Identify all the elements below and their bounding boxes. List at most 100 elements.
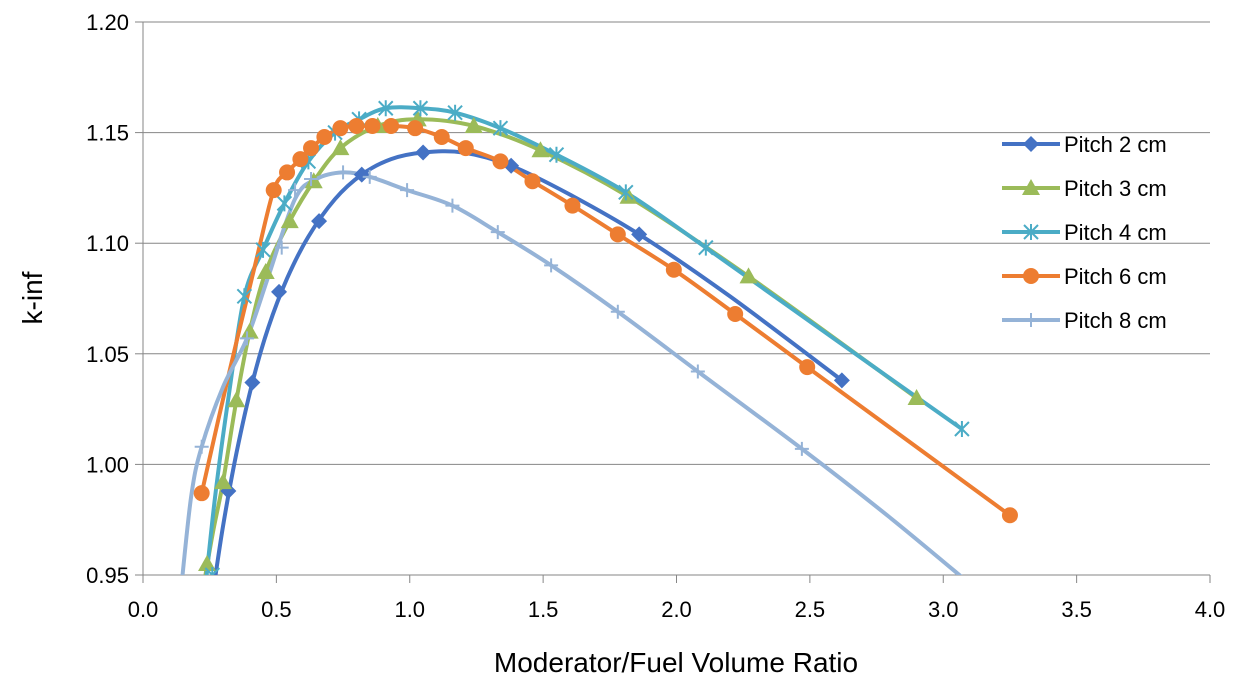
y-tick-label: 1.15 xyxy=(86,121,129,146)
x-tick-label: 0.5 xyxy=(261,597,292,622)
data-point-pitch-6-cm xyxy=(727,305,744,322)
data-point-pitch-8-cm xyxy=(690,364,705,379)
y-tick-label: 1.00 xyxy=(86,452,129,477)
data-point-pitch-3-cm xyxy=(464,116,483,133)
legend-marker-pitch-6-cm xyxy=(1023,268,1039,284)
data-point-pitch-8-cm xyxy=(794,441,809,456)
data-point-pitch-8-cm xyxy=(274,240,289,255)
data-point-pitch-8-cm xyxy=(490,225,505,240)
data-point-pitch-4-cm xyxy=(618,184,634,201)
data-point-pitch-3-cm xyxy=(256,262,275,279)
x-tick-label: 2.5 xyxy=(795,597,826,622)
legend-label-pitch-2-cm: Pitch 2 cm xyxy=(1064,132,1167,157)
data-point-pitch-6-cm xyxy=(265,182,282,199)
x-tick-label: 2.0 xyxy=(661,597,692,622)
data-point-pitch-3-cm xyxy=(214,473,233,490)
data-point-pitch-3-cm xyxy=(531,141,550,158)
data-point-pitch-6-cm xyxy=(433,129,450,146)
legend-marker-pitch-4-cm xyxy=(1023,224,1039,240)
data-point-pitch-6-cm xyxy=(383,117,400,134)
x-tick-label: 0.0 xyxy=(128,597,159,622)
y-tick-labels: 0.95 1.00 1.05 1.10 1.15 1.20 xyxy=(86,10,129,588)
data-point-pitch-4-cm xyxy=(236,288,253,305)
data-point-pitch-4-cm xyxy=(492,120,509,137)
data-point-pitch-6-cm xyxy=(348,117,365,134)
markers-group xyxy=(193,100,1018,575)
x-tick-labels: 0.0 0.5 1.0 1.5 2.0 2.5 3.0 3.5 4.0 xyxy=(128,597,1226,622)
data-point-pitch-6-cm xyxy=(407,120,424,137)
x-tick-label: 1.0 xyxy=(394,597,425,622)
x-tick-label: 3.0 xyxy=(928,597,959,622)
data-point-pitch-3-cm xyxy=(907,389,926,406)
y-axis-title: k-inf xyxy=(17,271,48,324)
data-point-pitch-3-cm xyxy=(198,554,217,571)
data-point-pitch-8-cm xyxy=(194,439,209,454)
data-point-pitch-8-cm xyxy=(610,304,625,319)
x-tick-label: 1.5 xyxy=(528,597,559,622)
data-point-pitch-3-cm xyxy=(240,322,259,339)
data-point-pitch-6-cm xyxy=(364,117,381,134)
data-point-pitch-2-cm xyxy=(271,283,288,300)
legend-marker-pitch-3-cm xyxy=(1022,179,1040,195)
data-point-pitch-8-cm xyxy=(304,172,319,187)
data-point-pitch-8-cm xyxy=(400,183,415,198)
data-point-pitch-2-cm xyxy=(311,213,328,230)
data-point-pitch-6-cm xyxy=(303,140,320,157)
data-point-pitch-6-cm xyxy=(457,140,474,157)
data-point-pitch-4-cm xyxy=(954,421,970,438)
data-point-pitch-4-cm xyxy=(412,100,429,117)
data-point-pitch-6-cm xyxy=(332,120,349,137)
legend-marker-pitch-8-cm xyxy=(1024,313,1038,327)
data-point-pitch-6-cm xyxy=(524,173,541,190)
data-point-pitch-4-cm xyxy=(276,195,293,212)
data-point-pitch-6-cm xyxy=(1001,507,1018,524)
data-point-pitch-8-cm xyxy=(336,165,351,180)
data-point-pitch-4-cm xyxy=(378,100,394,117)
legend-label-pitch-8-cm: Pitch 8 cm xyxy=(1064,308,1167,333)
data-point-pitch-6-cm xyxy=(292,151,309,168)
legend-marker-pitch-2-cm xyxy=(1023,136,1039,152)
legend-label-pitch-3-cm: Pitch 3 cm xyxy=(1064,176,1167,201)
axes xyxy=(135,21,1211,583)
legend-label-pitch-6-cm: Pitch 6 cm xyxy=(1064,264,1167,289)
data-point-pitch-2-cm xyxy=(244,374,261,391)
x-tick-label: 3.5 xyxy=(1061,597,1092,622)
data-point-pitch-3-cm xyxy=(739,267,758,284)
data-point-pitch-6-cm xyxy=(316,129,333,146)
data-point-pitch-2-cm xyxy=(353,166,370,183)
data-point-pitch-4-cm xyxy=(548,146,565,163)
y-tick-label: 0.95 xyxy=(86,563,129,588)
data-point-pitch-6-cm xyxy=(492,153,509,170)
data-point-pitch-6-cm xyxy=(193,485,210,502)
data-point-pitch-4-cm xyxy=(698,239,714,256)
data-point-pitch-3-cm xyxy=(227,391,246,408)
y-tick-label: 1.10 xyxy=(86,231,129,256)
legend: Pitch 2 cm Pitch 3 cm Pitch 4 cm Pitch 6 cm… xyxy=(1002,132,1167,333)
legend-label-pitch-4-cm: Pitch 4 cm xyxy=(1064,220,1167,245)
x-axis-title: Moderator/Fuel Volume Ratio xyxy=(494,647,858,678)
data-point-pitch-6-cm xyxy=(799,359,816,376)
data-point-pitch-6-cm xyxy=(564,197,581,214)
data-point-pitch-8-cm xyxy=(362,169,377,184)
data-point-pitch-8-cm xyxy=(240,331,255,346)
data-point-pitch-2-cm xyxy=(833,372,850,389)
data-point-pitch-6-cm xyxy=(609,226,626,243)
data-point-pitch-8-cm xyxy=(445,198,460,213)
data-point-pitch-3-cm xyxy=(304,172,323,189)
data-point-pitch-4-cm xyxy=(204,567,221,575)
data-point-pitch-3-cm xyxy=(331,139,350,156)
data-point-pitch-4-cm xyxy=(255,241,271,258)
y-tick-label: 1.20 xyxy=(86,10,129,35)
data-point-pitch-4-cm xyxy=(447,104,463,121)
data-point-pitch-6-cm xyxy=(279,164,296,181)
data-point-pitch-8-cm xyxy=(288,183,303,198)
data-point-pitch-3-cm xyxy=(280,212,299,229)
data-point-pitch-2-cm xyxy=(415,144,432,161)
data-point-pitch-6-cm xyxy=(665,261,682,278)
data-point-pitch-2-cm xyxy=(631,226,648,243)
x-tick-label: 4.0 xyxy=(1195,597,1226,622)
data-point-pitch-8-cm xyxy=(544,258,559,273)
y-tick-label: 1.05 xyxy=(86,342,129,367)
